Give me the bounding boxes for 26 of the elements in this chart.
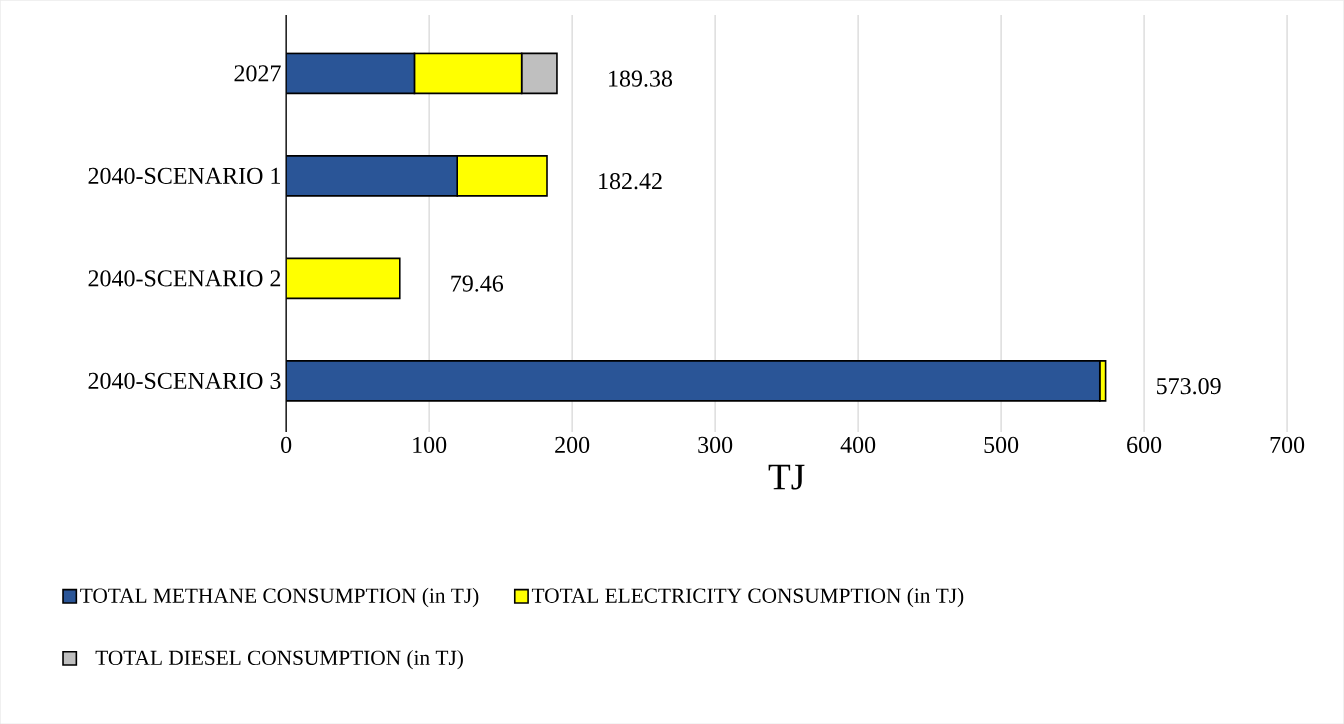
x-tick-label: 500 <box>984 436 1019 453</box>
x-tick-label: 100 <box>413 436 447 453</box>
legend-label: TOTAL METHANE CONSUMPTION (in TJ) <box>80 587 479 608</box>
x-tick-label: 400 <box>840 436 876 453</box>
total-label: 182.42 <box>599 172 662 190</box>
bar <box>286 359 1101 402</box>
bar <box>413 52 523 95</box>
bar <box>456 154 548 197</box>
x-tick-label: 0 <box>281 436 292 453</box>
legend-label: TOTAL ELECTRICITY CONSUMPTION (in TJ) <box>531 587 964 608</box>
total-label: 79.46 <box>451 275 504 292</box>
total-label: 573.09 <box>1157 377 1221 395</box>
x-tick-label: 300 <box>698 436 733 453</box>
bar <box>286 52 416 95</box>
total-label: 189.38 <box>609 70 673 87</box>
bar <box>286 257 401 300</box>
bar <box>286 154 458 197</box>
y-tick-label: 2027 <box>234 65 281 82</box>
x-tick-label: 200 <box>555 436 590 453</box>
x-tick-label: 600 <box>1127 436 1162 453</box>
x-axis-title: TJ <box>768 464 805 490</box>
y-tick-label: 2040-SCENARIO 3 <box>88 372 281 389</box>
legend-label: TOTAL DIESEL CONSUMPTION (in TJ) <box>95 649 463 670</box>
y-tick-label: 2040-SCENARIO 2 <box>88 270 281 287</box>
y-tick-label: 2040-SCENARIO 1 <box>88 167 280 184</box>
x-tick-label: 700 <box>1270 436 1305 453</box>
